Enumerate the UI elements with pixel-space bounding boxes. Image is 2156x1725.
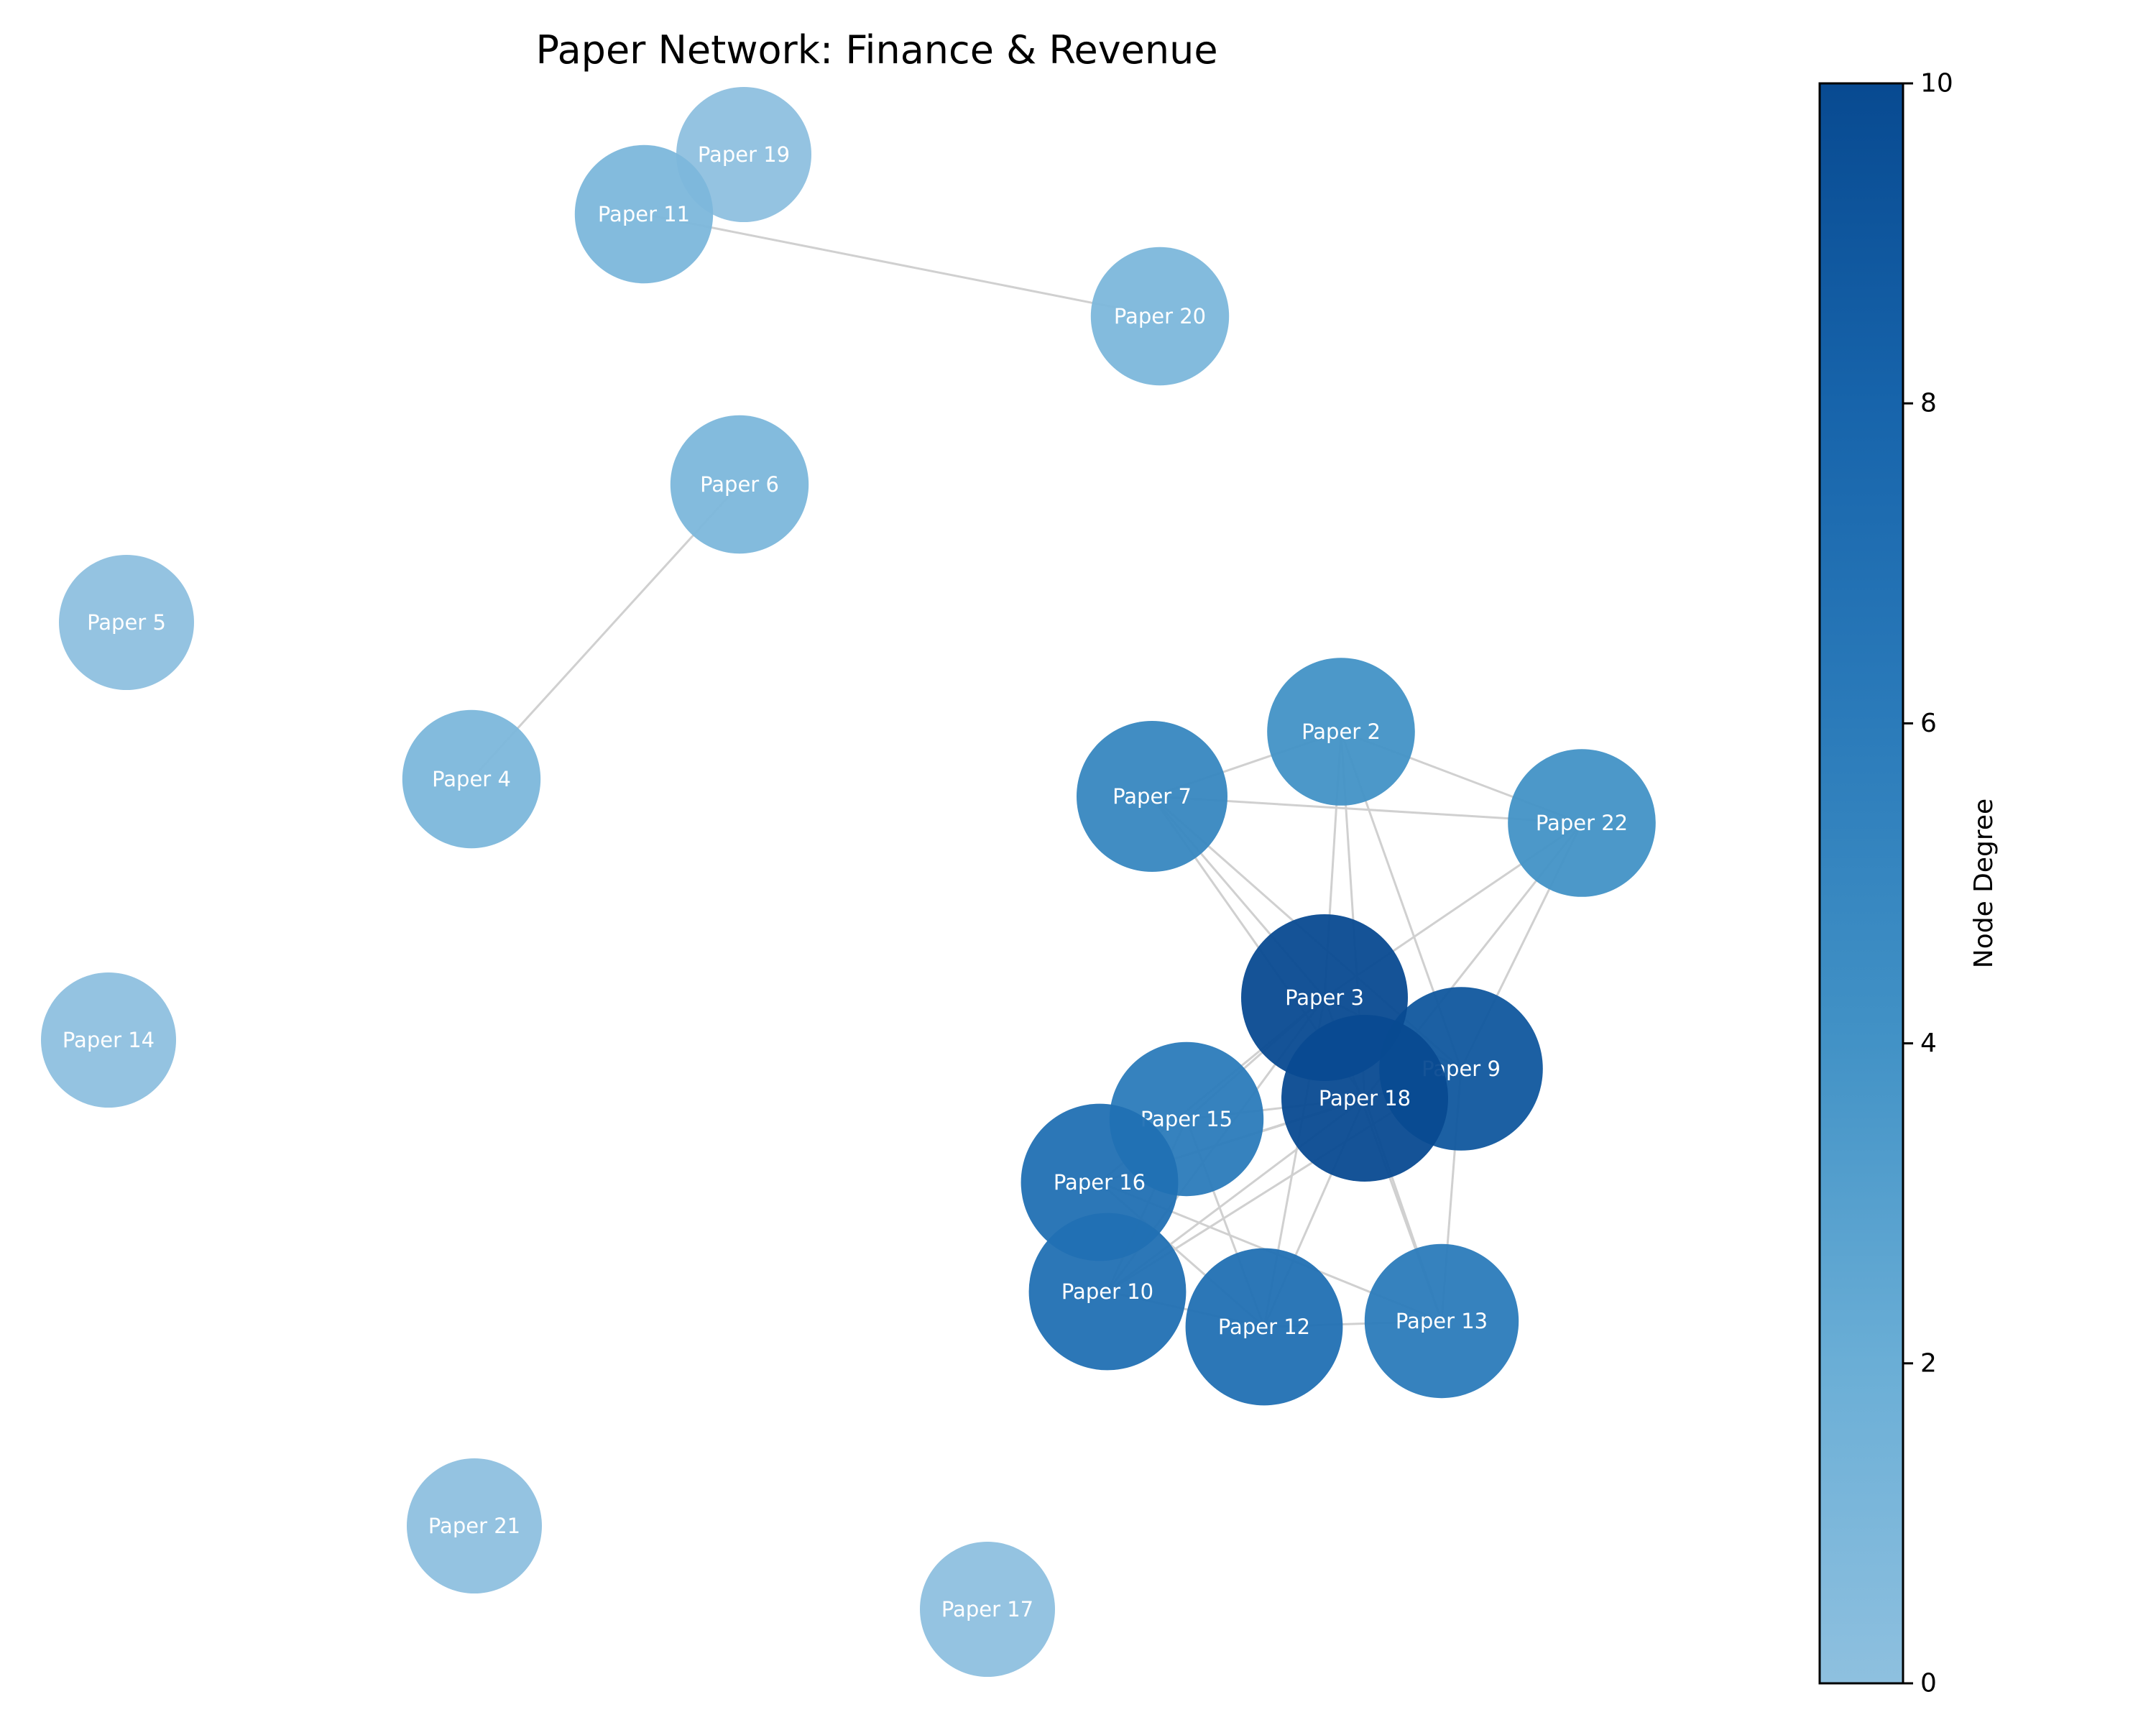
node-circle	[574, 144, 714, 284]
node-paper-12[interactable]: Paper 12	[1185, 1248, 1343, 1406]
node-label: Paper 10	[1061, 1279, 1153, 1304]
node-paper-7[interactable]: Paper 7	[1077, 721, 1227, 872]
node-circle	[1364, 1243, 1519, 1399]
node-paper-21[interactable]: Paper 21	[407, 1458, 542, 1593]
node-circle	[1508, 749, 1656, 897]
node-circle	[920, 1542, 1055, 1677]
node-paper-5[interactable]: Paper 5	[59, 555, 194, 690]
node-paper-13[interactable]: Paper 13	[1364, 1243, 1519, 1399]
node-label: Paper 15	[1141, 1107, 1233, 1131]
node-circle	[676, 87, 811, 222]
colorbar-tick-label: 8	[1920, 389, 1937, 418]
node-circle	[41, 972, 176, 1108]
node-paper-22[interactable]: Paper 22	[1508, 749, 1656, 897]
node-circle	[1077, 721, 1227, 872]
nodes-layer: Paper 5 Paper 14 Paper 17 Paper 19 Paper 21 P…	[41, 87, 1656, 1677]
colorbar-tick-label: 2	[1920, 1348, 1937, 1378]
node-paper-16[interactable]: Paper 16	[1021, 1103, 1179, 1261]
node-paper-4[interactable]: Paper 4	[402, 709, 541, 849]
colorbar-gradient	[1818, 82, 1904, 1685]
node-paper-18[interactable]: Paper 18	[1281, 1015, 1448, 1182]
colorbar-tick-label: 10	[1920, 69, 1953, 98]
node-circle	[402, 709, 541, 849]
node-label: Paper 21	[428, 1514, 520, 1538]
node-label: Paper 4	[432, 767, 511, 791]
node-paper-20[interactable]: Paper 20	[1090, 247, 1230, 386]
node-label: Paper 16	[1054, 1170, 1146, 1195]
node-label: Paper 7	[1112, 784, 1192, 809]
node-paper-14[interactable]: Paper 14	[41, 972, 176, 1108]
node-circle	[1267, 658, 1415, 806]
node-paper-6[interactable]: Paper 6	[670, 415, 809, 554]
node-label: Paper 3	[1285, 985, 1364, 1010]
node-label: Paper 2	[1302, 719, 1381, 744]
node-paper-17[interactable]: Paper 17	[920, 1542, 1055, 1677]
node-paper-11[interactable]: Paper 11	[574, 144, 714, 284]
colorbar-tick-label: 4	[1920, 1029, 1937, 1058]
node-circle	[1090, 247, 1230, 386]
node-circle	[407, 1458, 542, 1593]
colorbar-ticks: 0 2 4 6 8 10	[1903, 69, 1953, 1698]
node-label: Paper 17	[941, 1597, 1033, 1622]
node-circle	[1281, 1015, 1448, 1182]
colorbar: 0 2 4 6 8 10 Node Degree	[1818, 69, 1999, 1698]
colorbar-tick-label: 0	[1920, 1669, 1937, 1698]
node-circle	[670, 415, 809, 554]
edge-paper-11-paper-20	[643, 213, 1161, 318]
node-circle	[1021, 1103, 1179, 1261]
node-label: Paper 18	[1319, 1086, 1411, 1110]
node-label: Paper 13	[1396, 1309, 1488, 1333]
colorbar-tick-label: 6	[1920, 709, 1937, 738]
node-paper-19[interactable]: Paper 19	[676, 87, 811, 222]
node-label: Paper 20	[1114, 304, 1206, 328]
node-label: Paper 22	[1536, 811, 1628, 835]
node-label: Paper 12	[1218, 1315, 1310, 1339]
node-circle	[59, 555, 194, 690]
node-label: Paper 19	[698, 142, 790, 167]
colorbar-label: Node Degree	[1969, 799, 1999, 968]
node-label: Paper 14	[63, 1028, 155, 1052]
node-label: Paper 5	[87, 610, 166, 635]
node-label: Paper 6	[700, 472, 779, 497]
chart-title: Paper Network: Finance & Revenue	[535, 27, 1217, 73]
node-label: Paper 11	[598, 202, 690, 226]
node-paper-2[interactable]: Paper 2	[1267, 658, 1415, 806]
node-circle	[1185, 1248, 1343, 1406]
